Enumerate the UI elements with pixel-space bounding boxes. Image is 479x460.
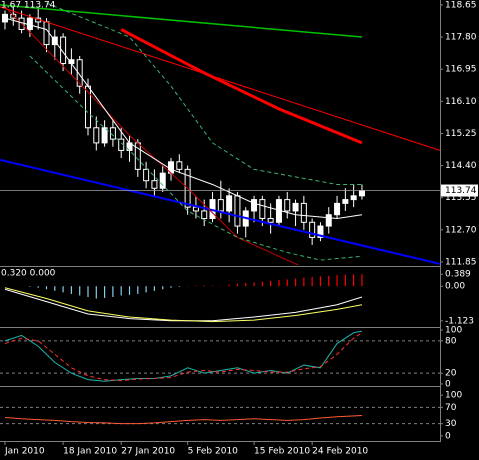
candle-body [10,13,17,19]
y-tick-label: 111.85 [445,257,477,267]
indicator-line [46,2,362,185]
candle-body [259,199,266,220]
x-tick-label: 18 Jan 2010 [63,447,117,457]
y-tick-label: 112.70 [445,225,477,235]
panel-title: 1.67 113.74 [1,1,56,11]
candle-body [217,199,224,212]
y-tick-label: 0 [445,431,451,441]
candle-body [143,168,150,182]
x-tick-label: Jan 2010 [4,447,45,457]
y-tick-label: 117.80 [445,33,477,43]
candle-body [342,199,349,204]
candle-body [26,17,33,30]
last-price-label: 113.74 [445,186,477,196]
indicator-line [120,28,363,145]
candle-body [176,161,183,170]
candle-body [76,59,83,87]
y-tick-label: 116.95 [445,65,477,75]
candle-body [267,218,274,223]
indicator-line [0,4,363,38]
candle-body [317,225,324,238]
candle-body [325,214,332,227]
candle-body [226,195,233,212]
x-tick-label: 24 Feb 2010 [312,447,368,457]
indicator-line [4,332,363,382]
candle-body [284,199,291,212]
y-tick-label: 118.65 [445,0,477,10]
y-tick-label: -1.123 [445,316,474,326]
y-tick-label: 30 [445,419,457,429]
y-tick-label: 0 [445,379,451,389]
candle-body [350,195,357,201]
candle-body [93,127,100,144]
candle-body [292,202,299,212]
candle-body [201,210,208,220]
y-tick-label: 80 [445,336,457,346]
indicator-line [4,17,363,220]
last-price-box [441,184,478,197]
indicator-line [29,55,363,261]
y-tick-label: 0.389 [445,270,471,280]
candle-body [43,21,50,46]
y-tick-label: 20 [445,369,457,379]
indicator-line [4,330,363,382]
y-tick-label: 113.55 [445,193,477,203]
candle-body [159,172,166,189]
candle-body [251,199,258,212]
y-tick-label: 115.25 [445,129,477,139]
candle-body [334,202,341,216]
y-tick-label: 114.40 [445,161,477,171]
y-tick-label: 70 [445,403,457,413]
candle-body [151,180,158,189]
x-tick-label: 27 Jan 2010 [121,447,175,457]
y-tick-label: 0.00 [445,282,465,292]
indicator-line [0,6,440,151]
y-tick-label: 116.10 [445,97,477,107]
indicator-line [0,158,440,265]
candle-body [60,36,67,65]
indicator-line [4,415,362,425]
candle-body [358,190,365,197]
x-tick-label: 5 Feb 2010 [188,447,239,457]
x-tick-label: 15 Feb 2010 [254,447,310,457]
candle-body [109,127,116,140]
panel-title: 0.320 0.000 [1,269,56,279]
indicator-line [4,287,363,323]
y-tick-label: 100 [445,326,462,336]
candle-body [192,206,199,212]
y-tick-label: 100 [445,391,462,401]
candle-body [234,195,241,227]
candle-body [309,221,316,238]
candle-body [300,202,307,223]
candle-body [101,127,108,144]
